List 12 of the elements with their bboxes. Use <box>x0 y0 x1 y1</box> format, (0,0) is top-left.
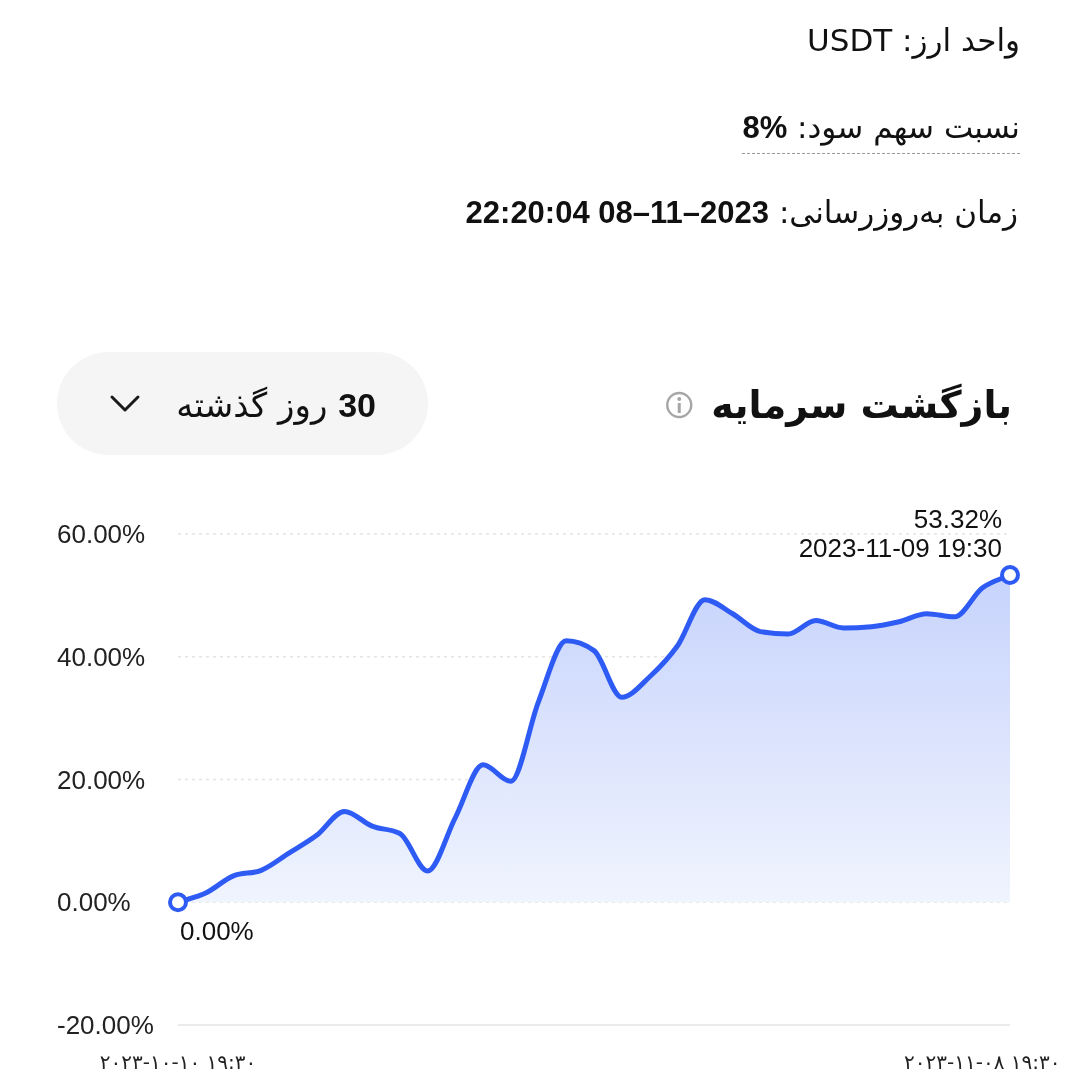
y-tick-label: -20.00% <box>57 1010 154 1040</box>
annotation: 53.32% <box>913 504 1002 534</box>
annotation: 2023-11-09 19:30 <box>798 533 1002 563</box>
y-tick-label: 60.00% <box>57 519 146 549</box>
text: واحد ارز: USDT <box>807 21 1020 60</box>
y-tick-label: 0.00% <box>57 887 131 918</box>
y-tick-label: 20.00% <box>57 764 146 795</box>
chart-title: بازگشت سرمایه <box>711 382 1012 429</box>
x-tick-label: ۲۰۲۳-۱۰-۱۰ ۱۹:۳۰ <box>99 1050 257 1074</box>
x-tick-label: ۲۰۲۳-۱۱-۰۸ ۱۹:۳۰ <box>904 1050 1061 1074</box>
y-tick-label: 40.00% <box>57 641 146 672</box>
annotation: 0.00% <box>180 916 254 947</box>
